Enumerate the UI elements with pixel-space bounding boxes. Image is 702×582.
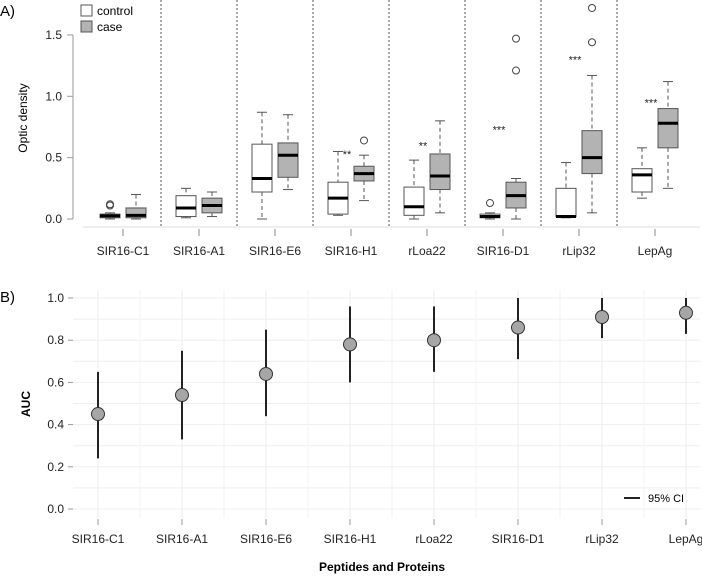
x-tick-label: SIR16-E6 [240,532,292,546]
auc-point [679,305,693,320]
y-tick-label: 0.8 [47,333,64,347]
significance-marker: ** [343,149,352,161]
control-outlier [106,200,114,209]
auc-point [91,407,105,422]
auc-point [343,337,357,352]
y-tick-label: 1.5 [45,28,62,42]
y-tick-label: 0.0 [45,212,62,226]
y-tick-label: 0.4 [47,418,64,432]
case-outlier [512,66,520,75]
legend-swatch-control [80,4,93,17]
x-tick-label: SIR16-H1 [324,532,377,546]
control-outlier [486,199,494,208]
x-tick-label: SIR16-D1 [492,532,545,546]
x-tick-label: rLip32 [562,244,596,258]
control-box [251,143,273,193]
panel-a-label: A) [0,3,15,20]
significance-marker: *** [645,97,659,109]
case-outlier [512,34,520,43]
x-tick-label: SIR16-C1 [72,532,125,546]
x-tick-label: LepAg [638,244,673,258]
x-tick-label: SIR16-A1 [173,244,225,258]
auc-point [511,320,525,335]
panel-b-label: B) [0,289,15,306]
case-box [277,142,299,178]
auc-point [175,388,189,403]
legend-label-control: control [97,4,133,18]
legend-swatch-case [80,20,93,33]
case-box [581,130,603,175]
y-tick-label: 0.5 [45,151,62,165]
control-box [175,195,197,218]
x-tick-label: SIR16-E6 [249,244,301,258]
control-box [403,186,425,216]
legend-a: control case [80,4,133,34]
y-tick-label: 1.0 [47,291,64,305]
x-tick-label: LepAg [669,532,702,546]
control-box [631,168,653,193]
case-outlier [360,136,368,145]
x-tick-label: rLoa22 [408,244,446,258]
significance-marker: ** [419,140,428,152]
significance-marker: *** [493,124,507,136]
x-tick-label: SIR16-C1 [97,244,150,258]
y-tick-label: 0.2 [47,460,64,474]
legend-label-case: case [97,20,123,34]
case-box [429,153,451,191]
case-outlier [588,3,596,12]
x-tick-label: SIR16-A1 [156,532,208,546]
case-box [125,207,147,219]
case-outlier [588,38,596,47]
y-tick-label: 0.0 [47,502,64,516]
y-tick-label: 1.0 [45,89,62,103]
y-tick-label: 0.6 [47,375,64,389]
legend-b: 95% CI [624,493,684,505]
panel-a-boxplot: 0.0 0.5 1.0 1.5 SIR16-C1 SIR16-A1 SIR16-E6 SIR1… [45,0,700,258]
panel-b-y-axis-label: AUC [19,391,33,417]
auc-point [427,333,441,348]
x-tick-label: rLip32 [585,532,619,546]
panel-b-x-axis-label: Peptides and Proteins [319,560,445,574]
x-tick-label: SIR16-H1 [325,244,378,258]
auc-point [259,366,273,381]
auc-point [595,309,609,324]
legend-ci-label: 95% CI [648,493,684,505]
x-tick-label: rLoa22 [415,532,453,546]
x-tick-label: SIR16-D1 [477,244,530,258]
case-box [657,108,679,149]
panel-a-y-axis-label: Optic density [16,83,30,152]
control-box [555,187,577,218]
panel-b-auc-plot: 0.0 0.2 0.4 0.6 0.8 1.0 SIR16-C1 SIR16-A1 SIR16-… [47,290,702,546]
significance-marker: *** [569,54,583,66]
